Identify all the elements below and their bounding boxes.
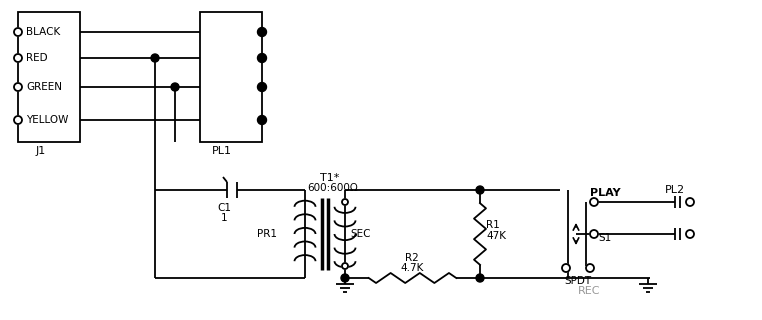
Text: S1: S1 (598, 233, 611, 243)
Bar (18, 12, 80, 142)
Circle shape (14, 83, 22, 91)
Circle shape (14, 28, 22, 36)
Text: SEC: SEC (350, 229, 370, 239)
Circle shape (14, 116, 22, 124)
Circle shape (171, 83, 179, 91)
Circle shape (686, 230, 694, 238)
Text: SPDT: SPDT (564, 276, 591, 286)
Text: PL1: PL1 (212, 146, 232, 156)
Text: 1: 1 (221, 213, 227, 223)
Circle shape (151, 54, 159, 62)
Circle shape (476, 274, 484, 282)
Text: PL2: PL2 (665, 185, 685, 195)
Text: R1: R1 (486, 220, 500, 230)
Text: PLAY: PLAY (590, 188, 620, 198)
Circle shape (341, 274, 349, 282)
Circle shape (476, 186, 484, 194)
Circle shape (586, 264, 594, 272)
Circle shape (590, 198, 598, 206)
Circle shape (342, 263, 348, 269)
Circle shape (342, 199, 348, 205)
Text: REC: REC (578, 286, 600, 296)
Text: R2: R2 (405, 253, 419, 263)
Text: 4.7K: 4.7K (400, 263, 424, 273)
Circle shape (590, 230, 598, 238)
Text: PR1: PR1 (257, 229, 277, 239)
Circle shape (258, 116, 267, 124)
Text: YELLOW: YELLOW (26, 115, 69, 125)
Circle shape (562, 264, 570, 272)
Circle shape (258, 53, 267, 62)
Text: T1*: T1* (320, 173, 339, 183)
Text: GREEN: GREEN (26, 82, 62, 92)
Bar (200, 12, 262, 142)
Text: C1: C1 (217, 203, 231, 213)
Circle shape (686, 198, 694, 206)
Text: J1: J1 (36, 146, 46, 156)
Text: 600:600Ω: 600:600Ω (307, 183, 357, 193)
Text: 47K: 47K (486, 231, 506, 241)
Circle shape (14, 54, 22, 62)
Circle shape (258, 83, 267, 92)
Text: BLACK: BLACK (26, 27, 60, 37)
Circle shape (258, 28, 267, 36)
Text: RED: RED (26, 53, 47, 63)
